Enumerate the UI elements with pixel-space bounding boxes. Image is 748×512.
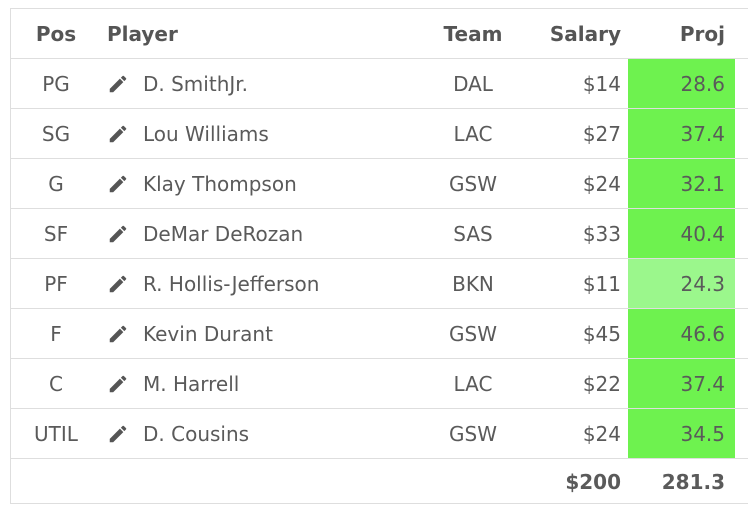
pencil-icon[interactable] [107,373,129,395]
cell-pos: SF [43,221,69,246]
table-row: C M. Harrell LAC $22 37.4 [11,359,748,409]
header-salary: Salary [549,21,621,46]
cell-player: Kevin Durant [107,309,437,358]
cell-team: LAC [453,371,493,396]
cell-team: BKN [452,271,494,296]
table-footer: $200 281.3 [11,459,748,505]
cell-pos: F [50,321,62,346]
cell-player: D. SmithJr. [107,59,437,108]
cell-proj: 28.6 [628,59,735,108]
cell-proj: 34.5 [628,409,735,458]
cell-proj: 37.4 [628,359,735,408]
table-row: UTIL D. Cousins GSW $24 34.5 [11,409,748,459]
cell-pos: C [49,371,63,396]
cell-pos: PG [42,71,70,96]
table-header: Pos Player Team Salary Proj [11,9,748,59]
pencil-icon[interactable] [107,323,129,345]
cell-player: Klay Thompson [107,159,437,208]
cell-salary: $24 [582,421,621,446]
player-name: D. Cousins [143,421,250,446]
cell-player: M. Harrell [107,359,437,408]
table-row: F Kevin Durant GSW $45 46.6 [11,309,748,359]
table-row: PG D. SmithJr. DAL $14 28.6 [11,59,748,109]
cell-pos: UTIL [34,421,78,446]
total-proj: 281.3 [661,470,725,494]
pencil-icon[interactable] [107,123,129,145]
cell-salary: $14 [582,71,621,96]
cell-pos: G [48,171,64,196]
cell-proj: 37.4 [628,109,735,158]
cell-player: DeMar DeRozan [107,209,437,258]
cell-pos: PF [44,271,68,296]
cell-team: GSW [449,421,497,446]
cell-player: R. Hollis-Jefferson [107,259,437,308]
table-row: PF R. Hollis-Jefferson BKN $11 24.3 [11,259,748,309]
cell-player: Lou Williams [107,109,437,158]
player-name: M. Harrell [143,371,240,396]
cell-salary: $45 [582,321,621,346]
cell-team: LAC [453,121,493,146]
player-name: DeMar DeRozan [143,221,304,246]
cell-team: GSW [449,321,497,346]
cell-proj: 46.6 [628,309,735,358]
player-name: D. SmithJr. [143,71,249,96]
table-row: SF DeMar DeRozan SAS $33 40.4 [11,209,748,259]
player-name: Lou Williams [143,121,269,146]
lineup-table: Pos Player Team Salary Proj PG D. SmithJr… [10,8,748,504]
table-body: PG D. SmithJr. DAL $14 28.6 SG Lou Williams LAC… [11,59,748,459]
player-name: Klay Thompson [143,171,297,196]
cell-team: GSW [449,171,497,196]
table-row: SG Lou Williams LAC $27 37.4 [11,109,748,159]
player-name: Kevin Durant [143,321,273,346]
cell-proj: 40.4 [628,209,735,258]
cell-player: D. Cousins [107,409,437,458]
cell-salary: $33 [582,221,621,246]
player-name: R. Hollis-Jefferson [143,271,320,296]
pencil-icon[interactable] [107,273,129,295]
cell-pos: SG [41,121,71,146]
cell-proj: 24.3 [628,259,735,308]
header-proj: Proj [679,21,725,46]
cell-salary: $22 [582,371,621,396]
table-row: G Klay Thompson GSW $24 32.1 [11,159,748,209]
header-team: Team [443,21,503,46]
cell-team: SAS [453,221,493,246]
cell-salary: $24 [582,171,621,196]
pencil-icon[interactable] [107,73,129,95]
pencil-icon[interactable] [107,423,129,445]
cell-salary: $27 [582,121,621,146]
pencil-icon[interactable] [107,223,129,245]
header-player: Player [107,21,178,46]
cell-salary: $11 [582,271,621,296]
total-salary: $200 [565,470,621,494]
cell-team: DAL [453,71,493,96]
header-pos: Pos [35,21,77,46]
pencil-icon[interactable] [107,173,129,195]
cell-proj: 32.1 [628,159,735,208]
